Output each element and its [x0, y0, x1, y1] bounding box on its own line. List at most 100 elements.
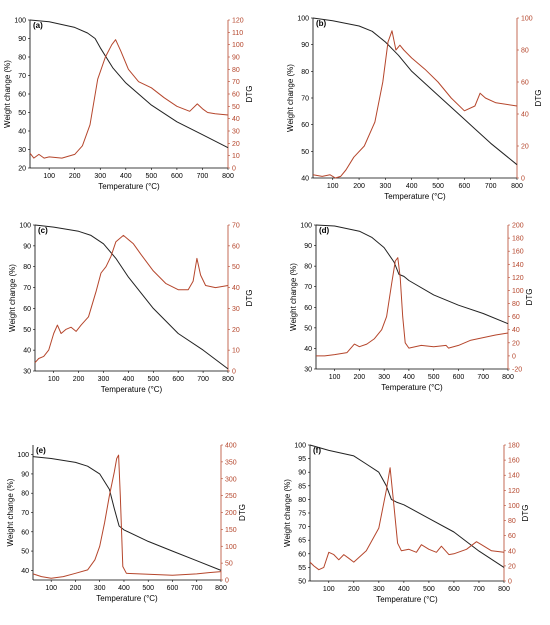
- y2-tick-label: 20: [232, 327, 240, 334]
- x-axis-label: Temperature (°C): [98, 182, 160, 191]
- y-tick-label: 40: [18, 129, 26, 136]
- y2-tick-label: 80: [521, 48, 529, 55]
- y2-tick-label: 400: [225, 443, 237, 450]
- x-tick-label: 400: [118, 585, 130, 592]
- y2-tick-label: 80: [232, 67, 240, 74]
- x-tick-label: 100: [327, 183, 339, 190]
- y-tick-label: 70: [18, 73, 26, 80]
- weight-change-line: [312, 17, 518, 166]
- y-tick-label: 80: [304, 264, 312, 271]
- x-tick-label: 300: [94, 585, 106, 592]
- y2-tick-label: 40: [512, 327, 520, 334]
- y-tick-label: 50: [18, 110, 26, 117]
- y2-tick-label: 120: [232, 18, 244, 25]
- y2-tick-label: 60: [232, 92, 240, 99]
- y-axis-label: Weight change (%): [8, 264, 17, 332]
- y2-tick-label: 50: [232, 264, 240, 271]
- y-tick-label: 100: [17, 452, 29, 459]
- x-axis-label: Temperature (°C): [384, 192, 446, 201]
- y-tick-label: 60: [23, 306, 31, 313]
- y-tick-label: 50: [23, 327, 31, 334]
- x-tick-label: 700: [197, 376, 209, 383]
- dtg-line: [312, 30, 518, 179]
- x-tick-label: 200: [354, 374, 366, 381]
- y2-tick-label: -20: [512, 367, 522, 374]
- y-tick-label: 80: [301, 69, 309, 76]
- chart-panel: 100 200 300 400 500 600 700 800 40 50 60 70 80 90 100 0…: [6, 443, 247, 604]
- y2-tick-label: 0: [232, 166, 236, 173]
- y2-tick-label: 150: [225, 527, 237, 534]
- y-tick-label: 90: [21, 471, 29, 478]
- x-tick-label: 600: [172, 376, 184, 383]
- y-tick-label: 65: [298, 538, 306, 545]
- y-tick-label: 60: [298, 551, 306, 558]
- chart-panel: 100 200 300 400 500 600 700 8005055606570758085…: [283, 443, 530, 605]
- dtg-line: [309, 467, 505, 571]
- x-tick-label: 500: [423, 586, 435, 593]
- x-tick-label: 300: [378, 374, 390, 381]
- y2-tick-label: 100: [521, 16, 533, 23]
- y2-tick-label: 50: [232, 104, 240, 111]
- x-tick-label: 100: [48, 376, 60, 383]
- x-axis-label: Temperature (°C): [101, 385, 163, 394]
- x-tick-label: 500: [147, 376, 159, 383]
- y2-tick-label: 90: [232, 55, 240, 62]
- y2-tick-label: 120: [508, 488, 520, 495]
- y2-tick-label: 180: [508, 443, 520, 450]
- y2-tick-label: 200: [512, 223, 524, 230]
- y2-tick-label: 30: [232, 129, 240, 136]
- y2-tick-label: 100: [225, 544, 237, 551]
- y2-tick-label: 40: [508, 548, 516, 555]
- panel-label: (c): [38, 226, 48, 235]
- y2-tick-label: 50: [225, 561, 233, 568]
- y-tick-label: 40: [301, 176, 309, 183]
- y2-tick-label: 70: [232, 223, 240, 230]
- x-tick-label: 800: [215, 585, 227, 592]
- x-tick-label: 500: [146, 173, 158, 180]
- y2-tick-label: 60: [508, 533, 516, 540]
- y-tick-label: 90: [18, 36, 26, 43]
- x-tick-label: 200: [69, 173, 81, 180]
- y-tick-label: 90: [23, 243, 31, 250]
- x-tick-label: 400: [403, 374, 415, 381]
- y-tick-label: 50: [304, 325, 312, 332]
- x-tick-label: 700: [473, 586, 485, 593]
- x-tick-label: 300: [380, 183, 392, 190]
- y-tick-label: 30: [23, 369, 31, 376]
- x-tick-label: 300: [98, 376, 110, 383]
- y2-tick-label: 0: [232, 369, 236, 376]
- y2-tick-label: 180: [512, 236, 524, 243]
- y-tick-label: 55: [298, 565, 306, 572]
- x-tick-label: 300: [373, 586, 385, 593]
- y-axis-label: Weight change (%): [6, 478, 15, 546]
- x-tick-label: 300: [94, 173, 106, 180]
- y-tick-label: 40: [23, 348, 31, 355]
- x-tick-label: 600: [167, 585, 179, 592]
- y2-tick-label: 10: [232, 348, 240, 355]
- y-axis-label: Weight change (%): [286, 64, 295, 132]
- y2-tick-label: 40: [232, 116, 240, 123]
- y-tick-label: 70: [304, 284, 312, 291]
- x-tick-label: 200: [348, 586, 360, 593]
- x-tick-label: 400: [120, 173, 132, 180]
- panel-label: (e): [36, 446, 46, 455]
- panel-label: (f): [313, 446, 321, 455]
- y-tick-label: 40: [304, 346, 312, 353]
- y-tick-label: 100: [294, 443, 306, 450]
- y-tick-label: 100: [300, 223, 312, 230]
- y2-tick-label: 30: [232, 306, 240, 313]
- y2-tick-label: 100: [508, 503, 520, 510]
- y2-tick-label: 0: [512, 353, 516, 360]
- y2-tick-label: 300: [225, 476, 237, 483]
- y-tick-label: 40: [21, 568, 29, 575]
- x-tick-label: 700: [485, 183, 497, 190]
- y2-axis-label: DTG: [534, 90, 543, 107]
- x-tick-label: 800: [498, 586, 510, 593]
- y-tick-label: 70: [21, 510, 29, 517]
- x-tick-label: 600: [453, 374, 465, 381]
- y2-tick-label: 10: [232, 153, 240, 160]
- y-tick-label: 90: [301, 42, 309, 49]
- y2-tick-label: 80: [512, 301, 520, 308]
- y-tick-label: 60: [18, 92, 26, 99]
